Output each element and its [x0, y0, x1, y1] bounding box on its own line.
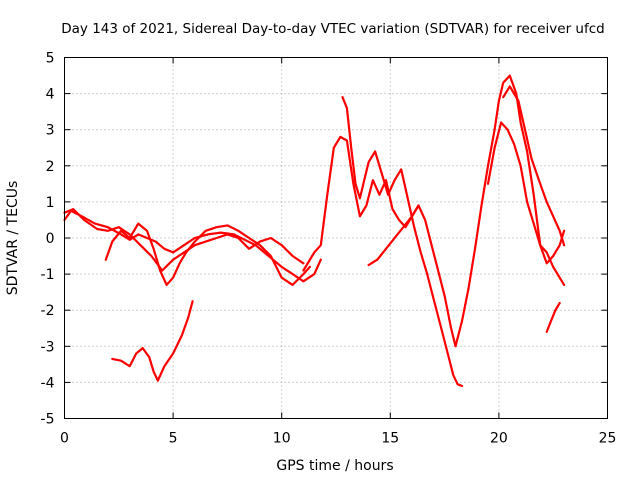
- series-group: [63, 74, 566, 388]
- y-tick-label: 0: [46, 231, 55, 247]
- x-tick-label: 10: [273, 431, 291, 447]
- series-track-7: [367, 204, 420, 267]
- y-tick-label: 5: [46, 51, 55, 67]
- y-tick-label: 1: [46, 195, 55, 211]
- series-track-9: [502, 85, 566, 247]
- series-track-10: [545, 301, 561, 333]
- y-tick-label: 3: [46, 123, 55, 139]
- x-axis-label: GPS time / hours: [276, 458, 393, 474]
- x-tick-label: 15: [381, 431, 399, 447]
- y-tick-label: -4: [41, 375, 55, 391]
- y-tick-label: -2: [41, 303, 55, 319]
- series-track-4: [111, 300, 194, 382]
- series-track-8: [486, 121, 566, 286]
- y-tick-label: -3: [41, 339, 55, 355]
- axis-ticks: 0 5 10 15 20 25 -5 -4 -3 -2 -1 0 1 2 3 4 5: [41, 51, 617, 447]
- y-tick-label: -5: [41, 412, 55, 428]
- y-tick-label: 2: [46, 159, 55, 175]
- x-tick-label: 5: [169, 431, 178, 447]
- series-track-3: [104, 222, 311, 286]
- y-tick-label: 4: [46, 87, 55, 103]
- grid: [64, 57, 608, 419]
- series-track-1: [63, 209, 322, 283]
- x-tick-label: 25: [599, 431, 617, 447]
- series-track-5: [302, 74, 566, 348]
- y-axis-label: SDTVAR / TECUs: [5, 181, 21, 296]
- series-track-2: [63, 208, 305, 272]
- y-tick-label: -1: [41, 267, 55, 283]
- series-track-6: [341, 96, 464, 388]
- x-tick-label: 20: [490, 431, 508, 447]
- x-tick-label: 0: [60, 431, 69, 447]
- chart-title: Day 143 of 2021, Sidereal Day-to-day VTE…: [61, 21, 604, 37]
